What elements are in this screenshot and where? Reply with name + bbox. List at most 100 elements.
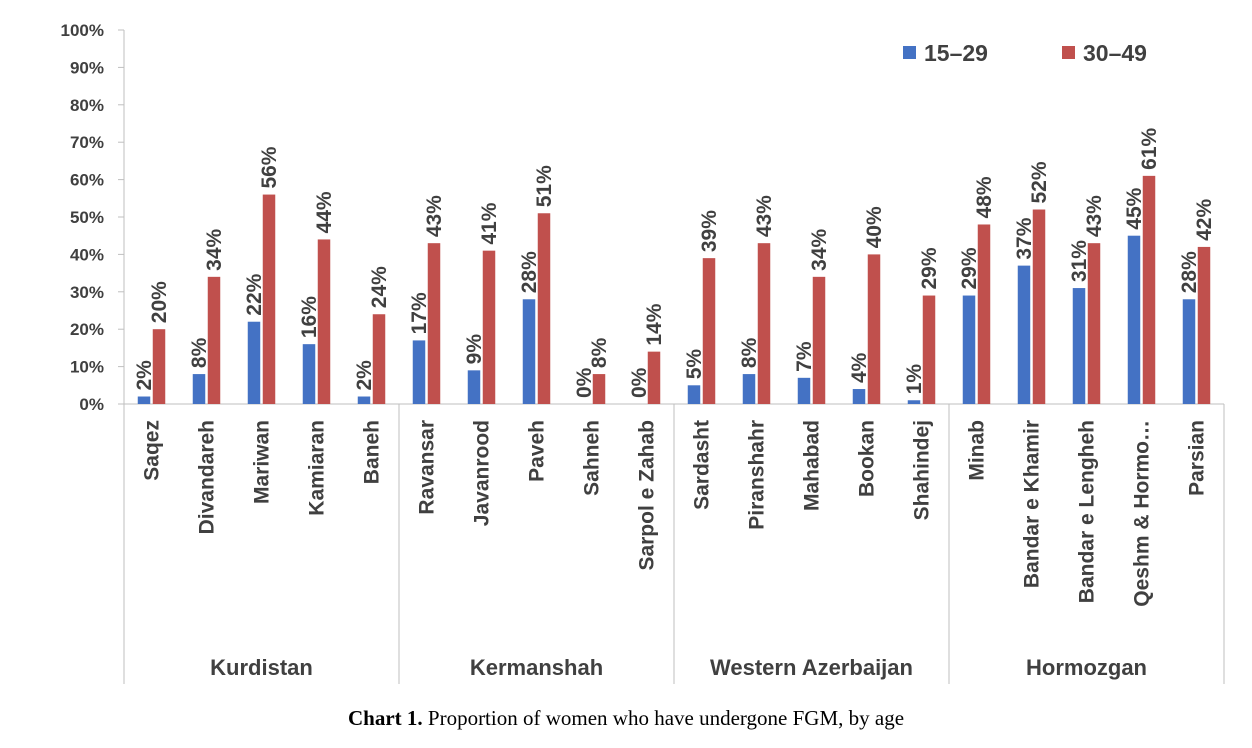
data-label: 43% xyxy=(753,195,776,237)
data-label: 56% xyxy=(258,146,281,188)
data-label: 43% xyxy=(1083,195,1106,237)
bar-series2 xyxy=(152,329,166,404)
bar-series1 xyxy=(907,400,921,404)
x-tick-label: Piranshahr xyxy=(746,420,769,530)
bar-series1 xyxy=(522,299,536,404)
data-label: 0% xyxy=(573,367,596,398)
data-label: 29% xyxy=(918,247,941,289)
y-tick-label: 0% xyxy=(79,395,104,414)
group-label: Kurdistan xyxy=(210,655,313,680)
x-tick-label: Shahindej xyxy=(911,420,934,520)
bar-series1 xyxy=(192,374,206,404)
data-label: 34% xyxy=(203,228,226,270)
data-label: 61% xyxy=(1138,128,1161,170)
data-label: 45% xyxy=(1123,187,1146,229)
data-label: 52% xyxy=(1028,161,1051,203)
data-label: 17% xyxy=(408,292,431,334)
data-label: 42% xyxy=(1193,199,1216,241)
y-tick-label: 80% xyxy=(70,96,104,115)
x-tick-label: Saqez xyxy=(141,420,164,481)
bar-series2 xyxy=(867,254,881,404)
bar-series2 xyxy=(812,276,826,404)
x-tick-label: Sahneh xyxy=(581,420,604,496)
x-tick-label: Divandareh xyxy=(196,420,219,534)
bar-series2 xyxy=(592,374,606,404)
bar-series2 xyxy=(482,250,496,404)
y-tick-label: 30% xyxy=(70,283,104,302)
legend-label: 30–49 xyxy=(1083,40,1147,66)
legend-swatch xyxy=(903,46,916,59)
bar-series1 xyxy=(247,321,261,404)
x-tick-label: Sardasht xyxy=(691,420,714,510)
data-label: 51% xyxy=(533,165,556,207)
bar-series2 xyxy=(1032,209,1046,404)
x-tick-label: Javanrood xyxy=(471,420,494,526)
bar-series2 xyxy=(317,239,331,404)
bar-series2 xyxy=(207,276,221,404)
data-label: 7% xyxy=(793,341,816,372)
group-label: Hormozgan xyxy=(1026,655,1147,680)
data-label: 24% xyxy=(368,266,391,308)
bar-series1 xyxy=(1072,288,1086,404)
bar-series2 xyxy=(1142,175,1156,404)
data-label: 8% xyxy=(738,337,761,368)
x-tick-label: Sarpol e Zahab xyxy=(636,420,659,571)
data-label: 16% xyxy=(298,296,321,338)
bar-series1 xyxy=(687,385,701,404)
bar-series2 xyxy=(922,295,936,404)
group-label: Western Azerbaijan xyxy=(710,655,913,680)
data-label: 37% xyxy=(1013,217,1036,259)
bar-series2 xyxy=(372,314,386,404)
x-tick-label: Qeshm & Hormo… xyxy=(1131,420,1154,607)
data-label: 8% xyxy=(588,337,611,368)
data-label: 29% xyxy=(958,247,981,289)
data-label: 28% xyxy=(518,251,541,293)
y-tick-label: 20% xyxy=(70,320,104,339)
x-tick-label: Bandar e Lengheh xyxy=(1076,420,1099,603)
y-tick-label: 100% xyxy=(61,21,104,40)
data-label: 44% xyxy=(313,191,336,233)
data-label: 43% xyxy=(423,195,446,237)
caption-bold: Chart 1. xyxy=(347,706,423,730)
bar-series2 xyxy=(537,213,551,404)
bar-series2 xyxy=(702,258,716,404)
x-tick-label: Mariwan xyxy=(251,420,274,504)
bar-series1 xyxy=(742,374,756,404)
data-label: 1% xyxy=(903,364,926,395)
x-tick-label: Ravansar xyxy=(416,420,439,515)
data-label: 34% xyxy=(808,228,831,270)
x-tick-label: Parsian xyxy=(1186,420,1209,496)
x-tick-label: Bandar e Khamir xyxy=(1021,420,1044,588)
bar-series2 xyxy=(427,243,441,404)
legend-label: 15–29 xyxy=(924,40,988,66)
legend-swatch xyxy=(1062,46,1075,59)
x-tick-label: Mahabad xyxy=(801,420,824,511)
x-tick-label: Paveh xyxy=(526,420,549,482)
bar-series1 xyxy=(467,370,481,404)
x-tick-label: Baneh xyxy=(361,420,384,484)
bar-series1 xyxy=(797,377,811,404)
data-label: 2% xyxy=(353,360,376,391)
caption-text: Proportion of women who have undergone F… xyxy=(422,706,905,730)
x-tick-label: Minab xyxy=(966,420,989,481)
bar-series1 xyxy=(962,295,976,404)
bar-series2 xyxy=(262,194,276,404)
bar-series2 xyxy=(1197,246,1211,404)
data-label: 8% xyxy=(188,337,211,368)
x-tick-label: Kamiaran xyxy=(306,420,329,516)
data-label: 39% xyxy=(698,210,721,252)
data-label: 9% xyxy=(463,334,486,365)
bar-series1 xyxy=(1127,235,1141,404)
bar-series1 xyxy=(302,344,316,404)
data-label: 31% xyxy=(1068,240,1091,282)
data-label: 5% xyxy=(683,349,706,380)
y-tick-label: 60% xyxy=(70,171,104,190)
y-tick-label: 10% xyxy=(70,358,104,377)
y-tick-label: 90% xyxy=(70,58,104,77)
chart-caption: Chart 1. Proportion of women who have un… xyxy=(0,706,1252,731)
bar-series2 xyxy=(1087,243,1101,404)
bar-series2 xyxy=(757,243,771,404)
bar-series1 xyxy=(412,340,426,404)
data-label: 22% xyxy=(243,273,266,315)
